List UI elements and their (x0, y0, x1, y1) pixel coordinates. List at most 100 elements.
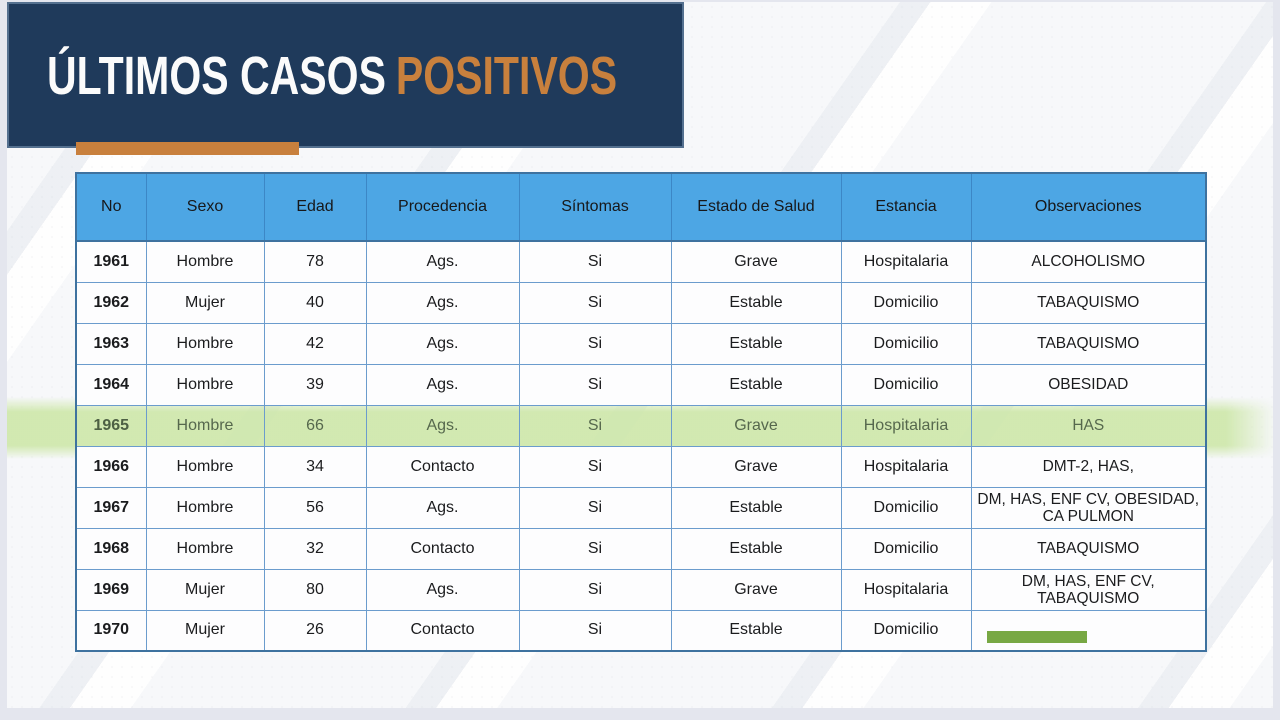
cell-1964-edad: 39 (263, 363, 367, 406)
table-row-1963: 1963 Hombre 42 Ags. Si Estable Domicilio TABAQU… (75, 322, 1207, 365)
cell-1965-sint: Si (518, 404, 672, 447)
table-row-1964: 1964 Hombre 39 Ags. Si Estable Domicilio OBESID… (75, 363, 1207, 406)
cell-1970-edad: 26 (263, 609, 367, 652)
cell-1963-proc: Ags. (365, 322, 520, 365)
cell-1963-estancia: Domicilio (840, 322, 972, 365)
cell-1961-proc: Ags. (365, 240, 520, 283)
table-row-1967: 1967 Hombre 56 Ags. Si Estable Domicilio DM, HA… (75, 486, 1207, 529)
cell-1961-edad: 78 (263, 240, 367, 283)
cell-1970-proc: Contacto (365, 609, 520, 652)
table-row-1966: 1966 Hombre 34 Contacto Si Grave Hospitalaria D… (75, 445, 1207, 488)
cell-1967-estado: Estable (670, 486, 842, 529)
column-header-edad: Edad (263, 172, 367, 242)
cell-1962-no: 1962 (75, 281, 147, 324)
title-text-accent: POSITIVOS (395, 46, 618, 106)
table-header-row: No Sexo Edad Procedencia Síntomas Estado de S… (75, 172, 1207, 242)
slide-title: ÚLTIMOS CASOS POSITIVOS (47, 48, 617, 104)
cell-1961-estancia: Hospitalaria (840, 240, 972, 283)
cell-1963-estado: Estable (670, 322, 842, 365)
cell-1965-sexo: Hombre (145, 404, 265, 447)
title-banner: ÚLTIMOS CASOS POSITIVOS (7, 2, 684, 148)
cases-table: No Sexo Edad Procedencia Síntomas Estado de S… (75, 172, 1207, 652)
cell-1967-obs: DM, HAS, ENF CV, OBESIDAD, CA PULMON (970, 486, 1207, 529)
cell-1968-no: 1968 (75, 527, 147, 570)
cell-1963-sexo: Hombre (145, 322, 265, 365)
cell-1961-sexo: Hombre (145, 240, 265, 283)
table-row-1961: 1961 Hombre 78 Ags. Si Grave Hospitalaria ALCOH… (75, 240, 1207, 283)
cell-1970-estancia: Domicilio (840, 609, 972, 652)
cell-1965-proc: Ags. (365, 404, 520, 447)
cell-1965-estado: Grave (670, 404, 842, 447)
cell-1966-obs: DMT-2, HAS, (970, 445, 1207, 488)
cell-1970-sexo: Mujer (145, 609, 265, 652)
column-header-sint: Síntomas (518, 172, 672, 242)
column-header-sexo: Sexo (145, 172, 265, 242)
cell-1964-no: 1964 (75, 363, 147, 406)
cell-1964-estancia: Domicilio (840, 363, 972, 406)
column-header-no: No (75, 172, 147, 242)
cell-1970-estado: Estable (670, 609, 842, 652)
cell-1968-proc: Contacto (365, 527, 520, 570)
cell-1968-estado: Estable (670, 527, 842, 570)
table-row-1965: 1965 Hombre 66 Ags. Si Grave Hospitalaria HAS (75, 404, 1207, 447)
cell-1969-estado: Grave (670, 568, 842, 611)
column-header-estancia: Estancia (840, 172, 972, 242)
cell-1961-estado: Grave (670, 240, 842, 283)
cell-1965-no: 1965 (75, 404, 147, 447)
cell-1965-estancia: Hospitalaria (840, 404, 972, 447)
cell-1969-estancia: Hospitalaria (840, 568, 972, 611)
cell-1968-sexo: Hombre (145, 527, 265, 570)
cell-1966-estancia: Hospitalaria (840, 445, 972, 488)
cell-1966-sexo: Hombre (145, 445, 265, 488)
cell-1970-no: 1970 (75, 609, 147, 652)
cell-1966-estado: Grave (670, 445, 842, 488)
column-header-estado: Estado de Salud (670, 172, 842, 242)
cell-1963-sint: Si (518, 322, 672, 365)
cell-1964-proc: Ags. (365, 363, 520, 406)
cell-1969-no: 1969 (75, 568, 147, 611)
cell-1963-obs: TABAQUISMO (970, 322, 1207, 365)
cell-1969-proc: Ags. (365, 568, 520, 611)
cell-1969-edad: 80 (263, 568, 367, 611)
cases-table-wrap: No Sexo Edad Procedencia Síntomas Estado de S… (75, 172, 1207, 652)
cell-1965-obs: HAS (970, 404, 1207, 447)
cell-1962-obs: TABAQUISMO (970, 281, 1207, 324)
cell-1961-sint: Si (518, 240, 672, 283)
cell-1962-proc: Ags. (365, 281, 520, 324)
cell-1968-edad: 32 (263, 527, 367, 570)
slide-canvas: ÚLTIMOS CASOS POSITIVOS No Sexo Edad Procede… (7, 2, 1273, 708)
title-underline-bar (76, 142, 299, 155)
cell-1969-sexo: Mujer (145, 568, 265, 611)
cell-1961-no: 1961 (75, 240, 147, 283)
cell-1967-sint: Si (518, 486, 672, 529)
cell-1965-edad: 66 (263, 404, 367, 447)
cell-1967-proc: Ags. (365, 486, 520, 529)
column-header-proc: Procedencia (365, 172, 520, 242)
cell-1966-edad: 34 (263, 445, 367, 488)
cell-1962-sint: Si (518, 281, 672, 324)
cell-1967-sexo: Hombre (145, 486, 265, 529)
cell-1968-obs: TABAQUISMO (970, 527, 1207, 570)
cell-1963-edad: 42 (263, 322, 367, 365)
cell-1964-estado: Estable (670, 363, 842, 406)
cell-1966-proc: Contacto (365, 445, 520, 488)
cell-1967-no: 1967 (75, 486, 147, 529)
table-row-1968: 1968 Hombre 32 Contacto Si Estable Domicilio TA… (75, 527, 1207, 570)
title-text-primary: ÚLTIMOS CASOS (47, 46, 386, 106)
cell-1966-sint: Si (518, 445, 672, 488)
column-header-obs: Observaciones (970, 172, 1207, 242)
cell-1962-estancia: Domicilio (840, 281, 972, 324)
cell-1963-no: 1963 (75, 322, 147, 365)
cell-1962-estado: Estable (670, 281, 842, 324)
redaction-bar (987, 631, 1087, 643)
cell-1969-sint: Si (518, 568, 672, 611)
cell-1964-obs: OBESIDAD (970, 363, 1207, 406)
cell-1967-estancia: Domicilio (840, 486, 972, 529)
cell-1964-sint: Si (518, 363, 672, 406)
cell-1970-obs (970, 609, 1207, 652)
cell-1966-no: 1966 (75, 445, 147, 488)
table-row-1969: 1969 Mujer 80 Ags. Si Grave Hospitalaria DM, HA… (75, 568, 1207, 611)
table-row-1970: 1970 Mujer 26 Contacto Si Estable Domicilio (75, 609, 1207, 652)
cell-1968-sint: Si (518, 527, 672, 570)
